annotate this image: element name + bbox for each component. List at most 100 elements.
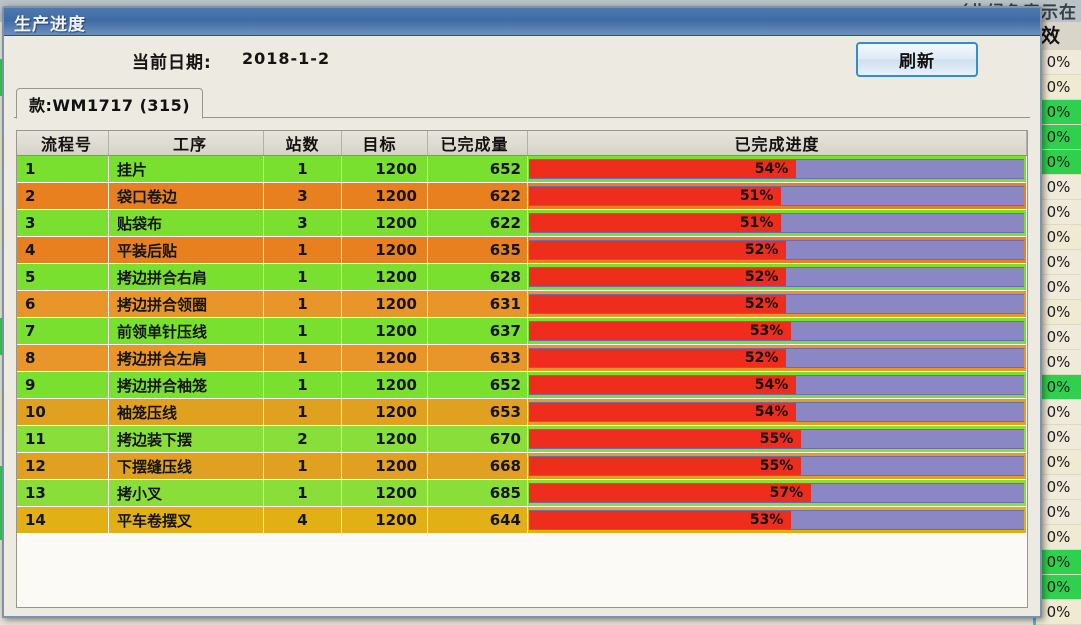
cell-target: 1200: [342, 453, 428, 479]
progress-bar-label: 53%: [749, 512, 784, 528]
cell-target: 1200: [342, 399, 428, 425]
progress-bar-fill: [529, 241, 787, 259]
cell-seq: 6: [17, 291, 109, 317]
cell-process: 平车卷摆叉: [109, 507, 264, 533]
table-row[interactable]: 5 拷边拼合右肩 1 1200 628 52%: [17, 264, 1027, 291]
background-efficiency-value: 0%: [1036, 600, 1081, 625]
cell-target: 1200: [342, 507, 428, 533]
background-efficiency-value: 0%: [1036, 75, 1081, 100]
cell-stations: 1: [264, 372, 342, 398]
progress-bar-track: 52%: [529, 348, 1024, 368]
window-title: 生产进度: [14, 15, 86, 35]
cell-stations: 1: [264, 291, 342, 317]
cell-process: 袖笼压线: [109, 399, 264, 425]
cell-target: 1200: [342, 318, 428, 344]
table-row[interactable]: 2 袋口卷边 3 1200 622 51%: [17, 183, 1027, 210]
cell-seq: 1: [17, 156, 109, 182]
table-row[interactable]: 13 拷小叉 1 1200 685 57%: [17, 480, 1027, 507]
column-header-progress[interactable]: 已完成进度: [528, 131, 1027, 155]
table-row[interactable]: 11 拷边装下摆 2 1200 670 55%: [17, 426, 1027, 453]
background-efficiency-list: 0% 0% 0% 0% 0% 0% 0% 0% 0% 0% 0% 0% 0% 0% 0% 0% 0% 0% 0% 0%…: [1036, 50, 1081, 625]
production-progress-window: 生产进度 ✕ 当前日期: 2018-1-2 刷新 款:WM1717 (315): [2, 6, 1042, 618]
column-header-done[interactable]: 已完成量: [428, 131, 528, 155]
cell-stations: 1: [264, 480, 342, 506]
progress-bar-track: 54%: [529, 159, 1024, 179]
cell-seq: 4: [17, 237, 109, 263]
cell-process: 拷边拼合袖笼: [109, 372, 264, 398]
current-date-value: 2018-1-2: [242, 49, 331, 68]
cell-progress: 55%: [528, 426, 1027, 452]
cell-progress: 51%: [528, 210, 1027, 236]
background-efficiency-value: 0%: [1036, 550, 1081, 575]
background-efficiency-value: 0%: [1036, 50, 1081, 75]
cell-stations: 2: [264, 426, 342, 452]
cell-process: 下摆缝压线: [109, 453, 264, 479]
progress-bar-track: 52%: [529, 267, 1024, 287]
cell-stations: 4: [264, 507, 342, 533]
tab-style-wm1717[interactable]: 款:WM1717 (315): [16, 88, 204, 119]
progress-bar-label: 55%: [759, 431, 794, 447]
progress-table: 流程号 工序 站数 目标 已完成量 已完成进度 1 挂片 1 1200 652 54% 2 袋…: [17, 131, 1027, 534]
cell-done: 668: [428, 453, 528, 479]
cell-progress: 51%: [528, 183, 1027, 209]
cell-progress: 54%: [528, 372, 1027, 398]
progress-bar-label: 53%: [749, 323, 784, 339]
progress-bar-label: 52%: [744, 350, 779, 366]
table-row[interactable]: 12 下摆缝压线 1 1200 668 55%: [17, 453, 1027, 480]
current-date-label: 当前日期:: [132, 53, 212, 73]
cell-done: 631: [428, 291, 528, 317]
cell-seq: 13: [17, 480, 109, 506]
cell-stations: 1: [264, 453, 342, 479]
column-header-process[interactable]: 工序: [109, 131, 264, 155]
cell-progress: 57%: [528, 480, 1027, 506]
refresh-button[interactable]: 刷新: [856, 42, 978, 77]
progress-bar-track: 57%: [529, 483, 1024, 503]
progress-bar-fill: [529, 376, 797, 394]
table-row[interactable]: 8 拷边拼合左肩 1 1200 633 52%: [17, 345, 1027, 372]
table-row[interactable]: 9 拷边拼合袖笼 1 1200 652 54%: [17, 372, 1027, 399]
column-header-stations[interactable]: 站数: [264, 131, 342, 155]
table-row[interactable]: 4 平装后贴 1 1200 635 52%: [17, 237, 1027, 264]
progress-bar-label: 55%: [759, 458, 794, 474]
background-efficiency-value: 0%: [1036, 325, 1081, 350]
background-efficiency-value: 0%: [1036, 225, 1081, 250]
progress-bar-fill: [529, 457, 802, 475]
cell-done: 670: [428, 426, 528, 452]
progress-bar-fill: [529, 268, 787, 286]
column-header-target[interactable]: 目标: [342, 131, 428, 155]
cell-process: 拷边拼合右肩: [109, 264, 264, 290]
table-row[interactable]: 6 拷边拼合领圈 1 1200 631 52%: [17, 291, 1027, 318]
cell-target: 1200: [342, 480, 428, 506]
background-efficiency-value: 0%: [1036, 275, 1081, 300]
cell-process: 拷边拼合左肩: [109, 345, 264, 371]
cell-done: 628: [428, 264, 528, 290]
table-row[interactable]: 3 贴袋布 3 1200 622 51%: [17, 210, 1027, 237]
progress-table-panel[interactable]: 流程号 工序 站数 目标 已完成量 已完成进度 1 挂片 1 1200 652 54% 2 袋…: [16, 130, 1028, 608]
cell-done: 685: [428, 480, 528, 506]
progress-bar-track: 54%: [529, 402, 1024, 422]
progress-bar-track: 53%: [529, 321, 1024, 341]
table-row[interactable]: 10 袖笼压线 1 1200 653 54%: [17, 399, 1027, 426]
progress-bar-fill: [529, 160, 797, 178]
cell-target: 1200: [342, 264, 428, 290]
progress-bar-track: 51%: [529, 186, 1024, 206]
table-row[interactable]: 7 前领单针压线 1 1200 637 53%: [17, 318, 1027, 345]
background-efficiency-value: 0%: [1036, 150, 1081, 175]
progress-bar-fill: [529, 187, 782, 205]
cell-stations: 1: [264, 156, 342, 182]
cell-process: 贴袋布: [109, 210, 264, 236]
background-efficiency-value: 0%: [1036, 425, 1081, 450]
table-row[interactable]: 14 平车卷摆叉 4 1200 644 53%: [17, 507, 1027, 534]
dialog-body: 当前日期: 2018-1-2 刷新 款:WM1717 (315) 流程号 工序 …: [4, 36, 1040, 616]
cell-done: 637: [428, 318, 528, 344]
cell-progress: 52%: [528, 237, 1027, 263]
background-efficiency-value: 0%: [1036, 175, 1081, 200]
column-header-seq[interactable]: 流程号: [17, 131, 109, 155]
cell-stations: 3: [264, 183, 342, 209]
cell-seq: 12: [17, 453, 109, 479]
cell-seq: 3: [17, 210, 109, 236]
progress-bar-label: 54%: [754, 161, 789, 177]
progress-bar-label: 57%: [769, 485, 804, 501]
cell-target: 1200: [342, 372, 428, 398]
table-row[interactable]: 1 挂片 1 1200 652 54%: [17, 156, 1027, 183]
